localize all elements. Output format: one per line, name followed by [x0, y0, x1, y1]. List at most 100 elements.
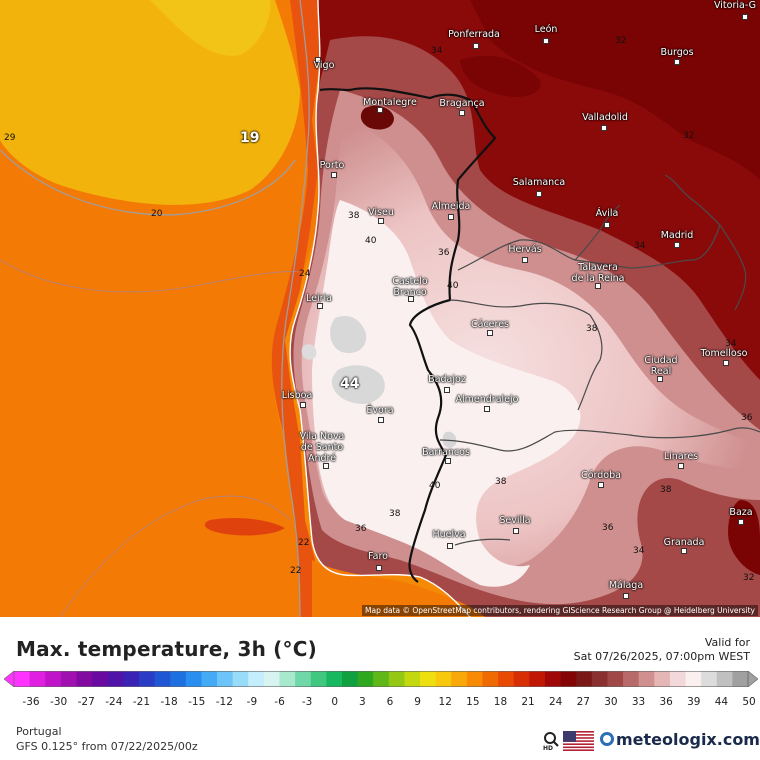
scale-tick-label: 6 — [386, 696, 394, 708]
city-label: Córdoba — [581, 470, 621, 481]
scale-swatch — [513, 671, 530, 687]
city-marker — [300, 402, 306, 408]
city-marker — [447, 543, 453, 549]
scale-swatch — [295, 671, 312, 687]
isotherm-value: 32 — [615, 36, 627, 46]
scale-tick-label: 24 — [549, 696, 563, 708]
city-marker — [408, 296, 414, 302]
color-scale-bar — [4, 671, 758, 687]
scale-swatch — [154, 671, 171, 687]
scale-swatch — [107, 671, 124, 687]
city-label: Montalegre — [363, 97, 417, 108]
scale-tick-label: 3 — [359, 696, 366, 708]
coastline — [289, 0, 471, 617]
city-marker — [657, 376, 663, 382]
hd-zoom-icon[interactable]: HD — [542, 731, 560, 751]
isotherm-value: 40 — [447, 281, 459, 291]
city-label: Burgos — [660, 47, 694, 58]
city-marker — [598, 482, 604, 488]
us-flag-icon[interactable] — [563, 731, 594, 751]
extreme-value: 44 — [340, 376, 360, 392]
isotherm-value: 34 — [634, 241, 646, 251]
scale-swatch — [357, 671, 374, 687]
isotherm-value: 40 — [429, 481, 441, 491]
isotherm-value: 36 — [602, 523, 614, 533]
scale-swatch — [482, 671, 499, 687]
scale-swatch — [529, 671, 546, 687]
isotherm-value: 36 — [438, 248, 450, 258]
scale-swatch — [92, 671, 109, 687]
scale-swatch — [123, 671, 140, 687]
city-label: Faro — [368, 551, 388, 562]
city-marker — [448, 214, 454, 220]
isotherm-value: 38 — [348, 211, 360, 221]
map-attribution[interactable]: Map data © OpenStreetMap contributors, r… — [362, 605, 758, 616]
model-run: GFS 0.125° from 07/22/2025/00z — [16, 740, 198, 753]
city-label: Leiria — [306, 293, 332, 304]
scale-swatch — [14, 671, 31, 687]
city-label: Valladolid — [582, 112, 628, 123]
scale-swatch — [45, 671, 62, 687]
scale-tick-label: -27 — [77, 696, 95, 708]
legend-panel — [0, 617, 760, 760]
scale-swatch — [716, 671, 733, 687]
scale-swatch — [685, 671, 702, 687]
scale-swatch — [76, 671, 93, 687]
meteologix-logo[interactable]: meteologix.com — [600, 730, 760, 749]
scale-swatch — [591, 671, 608, 687]
city-label: Vitoria-G — [714, 0, 756, 11]
isotherm-value: 20 — [151, 209, 163, 219]
scale-swatch — [638, 671, 655, 687]
scale-tick-label: -3 — [301, 696, 313, 708]
city-marker — [536, 191, 542, 197]
city-marker — [681, 548, 687, 554]
scale-swatch — [451, 671, 468, 687]
city-marker — [487, 330, 493, 336]
city-marker — [484, 406, 490, 412]
isotherm-value: 38 — [586, 324, 598, 334]
city-label: Viseu — [368, 207, 394, 218]
city-marker — [678, 463, 684, 469]
scale-tick-label: 30 — [604, 696, 618, 708]
color-scale-ticks: -36 -30 -27 -24 -21 -18 -15 -12 -9 -6 -3 0 3 6 9 12 15 18… — [0, 696, 760, 710]
scale-tick-label: -6 — [274, 696, 285, 708]
scale-swatch — [279, 671, 296, 687]
city-marker — [473, 43, 479, 49]
city-marker — [595, 283, 601, 289]
city-marker — [513, 528, 519, 534]
city-marker — [522, 257, 528, 263]
scale-tick-label: -18 — [160, 696, 178, 708]
city-label: Málaga — [608, 580, 644, 591]
scale-swatch — [576, 671, 593, 687]
scale-swatch — [466, 671, 484, 687]
city-label: Granada — [663, 537, 705, 548]
city-label: Cáceres — [470, 319, 510, 330]
city-marker — [543, 38, 549, 44]
scale-swatch — [607, 671, 624, 687]
region-name: Portugal — [16, 725, 62, 738]
scale-swatch — [185, 671, 202, 687]
isotherm-value: 38 — [660, 485, 672, 495]
scale-swatch — [310, 671, 327, 687]
city-label: Tomelloso — [700, 348, 748, 359]
logo-text: meteologix.com — [616, 730, 760, 749]
scale-tick-label: 21 — [521, 696, 535, 708]
scale-swatch — [232, 671, 249, 687]
scale-tick-label: 33 — [631, 696, 646, 708]
scale-tick-label: -15 — [188, 696, 206, 708]
city-label: Huelva — [432, 529, 466, 540]
scale-swatch — [217, 671, 234, 687]
forecast-map[interactable]: Vitoria-G Ponferrada León Vigo Burgos Montale… — [0, 0, 760, 617]
city-label: Almeida — [431, 201, 471, 212]
city-label: Sevilla — [499, 515, 531, 526]
city-label: León — [534, 24, 558, 35]
city-label: Bragança — [439, 98, 485, 109]
scale-swatch — [654, 671, 671, 687]
city-marker — [378, 417, 384, 423]
city-marker — [738, 519, 744, 525]
city-marker — [315, 57, 321, 63]
scale-tick-label: 44 — [714, 696, 729, 708]
scale-swatch — [170, 671, 187, 687]
city-label: Badajoz — [428, 374, 466, 385]
scale-tick-label: 18 — [493, 696, 508, 708]
